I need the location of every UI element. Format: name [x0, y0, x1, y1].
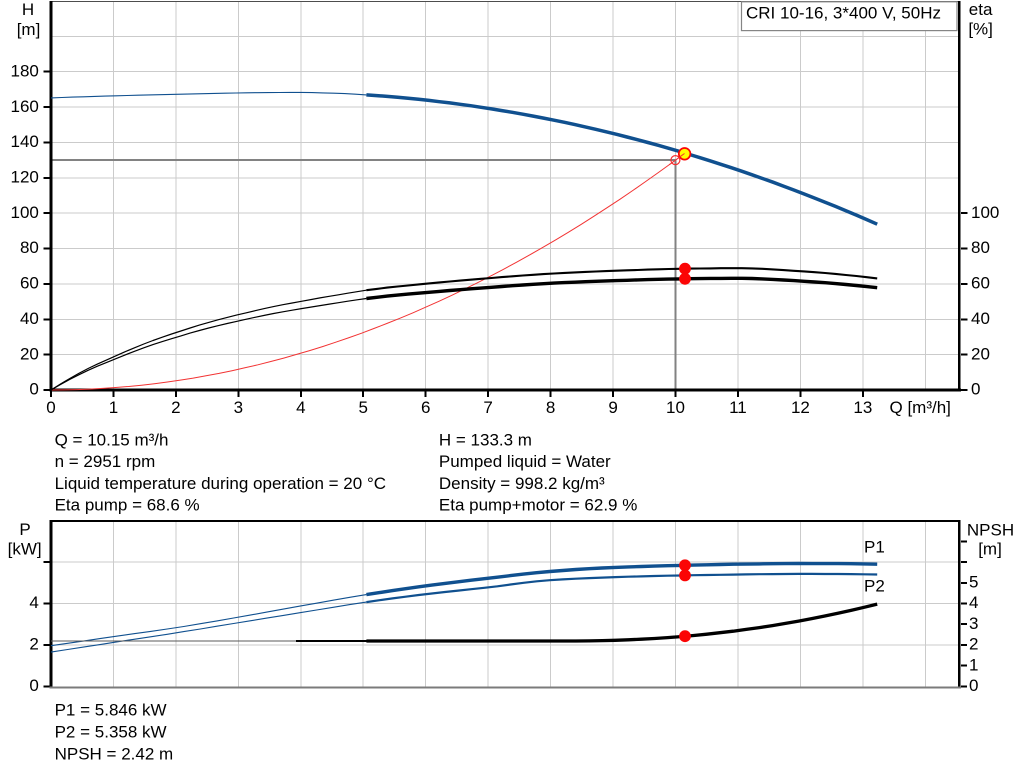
svg-text:P2 = 5.358 kW: P2 = 5.358 kW	[55, 723, 167, 742]
svg-text:Eta pump = 68.6 %: Eta pump = 68.6 %	[55, 496, 200, 515]
svg-text:10: 10	[666, 398, 685, 417]
svg-text:NPSH: NPSH	[967, 520, 1014, 539]
svg-text:eta: eta	[969, 0, 993, 19]
svg-text:9: 9	[608, 398, 617, 417]
svg-text:[kW]: [kW]	[8, 539, 42, 558]
svg-text:1: 1	[109, 398, 118, 417]
svg-text:CRI 10-16, 3*400 V, 50Hz: CRI 10-16, 3*400 V, 50Hz	[746, 4, 941, 23]
svg-text:0: 0	[969, 676, 978, 695]
svg-text:11: 11	[729, 398, 747, 417]
svg-text:Pumped liquid = Water: Pumped liquid = Water	[439, 452, 611, 471]
svg-text:80: 80	[20, 238, 39, 257]
svg-text:P1 = 5.846 kW: P1 = 5.846 kW	[55, 701, 167, 720]
svg-text:0: 0	[46, 398, 55, 417]
svg-text:40: 40	[20, 309, 39, 328]
svg-text:2: 2	[171, 398, 180, 417]
svg-text:13: 13	[853, 398, 872, 417]
svg-text:Q [m³/h]: Q [m³/h]	[890, 398, 951, 417]
svg-text:100: 100	[11, 203, 39, 222]
svg-text:Eta pump+motor = 62.9 %: Eta pump+motor = 62.9 %	[439, 496, 637, 515]
svg-text:7: 7	[483, 398, 492, 417]
svg-text:Liquid temperature during oper: Liquid temperature during operation = 20…	[55, 474, 386, 493]
svg-text:40: 40	[971, 309, 990, 328]
svg-text:160: 160	[11, 97, 39, 116]
svg-text:[m]: [m]	[978, 539, 1002, 558]
svg-text:12: 12	[791, 398, 810, 417]
svg-text:0: 0	[29, 676, 38, 695]
svg-text:4: 4	[29, 593, 38, 612]
svg-text:6: 6	[421, 398, 430, 417]
svg-text:5: 5	[969, 573, 978, 592]
svg-text:2: 2	[29, 635, 38, 654]
svg-text:120: 120	[11, 168, 39, 187]
svg-text:20: 20	[20, 344, 39, 363]
svg-text:4: 4	[296, 398, 305, 417]
svg-text:NPSH = 2.42 m: NPSH = 2.42 m	[55, 745, 174, 764]
svg-text:20: 20	[971, 344, 990, 363]
svg-text:60: 60	[971, 274, 990, 293]
svg-text:4: 4	[969, 593, 978, 612]
svg-text:H = 133.3 m: H = 133.3 m	[439, 430, 532, 449]
svg-text:2: 2	[969, 635, 978, 654]
svg-text:H: H	[22, 0, 34, 19]
svg-text:Density = 998.2 kg/m³: Density = 998.2 kg/m³	[439, 474, 605, 493]
svg-text:[m]: [m]	[17, 20, 41, 39]
svg-text:P1: P1	[864, 537, 885, 556]
svg-text:100: 100	[971, 203, 999, 222]
svg-text:P2: P2	[864, 577, 885, 596]
svg-text:0: 0	[971, 380, 980, 399]
svg-text:80: 80	[971, 238, 990, 257]
svg-text:3: 3	[234, 398, 243, 417]
svg-text:5: 5	[359, 398, 368, 417]
svg-text:180: 180	[11, 61, 39, 80]
svg-text:140: 140	[11, 132, 39, 151]
svg-text:Q = 10.15 m³/h: Q = 10.15 m³/h	[55, 430, 169, 449]
svg-text:0: 0	[29, 380, 38, 399]
svg-text:60: 60	[20, 274, 39, 293]
svg-text:8: 8	[546, 398, 555, 417]
svg-text:1: 1	[969, 655, 978, 674]
svg-text:[%]: [%]	[968, 20, 993, 39]
svg-text:3: 3	[969, 614, 978, 633]
svg-text:n = 2951 rpm: n = 2951 rpm	[55, 452, 156, 471]
svg-text:P: P	[19, 520, 30, 539]
